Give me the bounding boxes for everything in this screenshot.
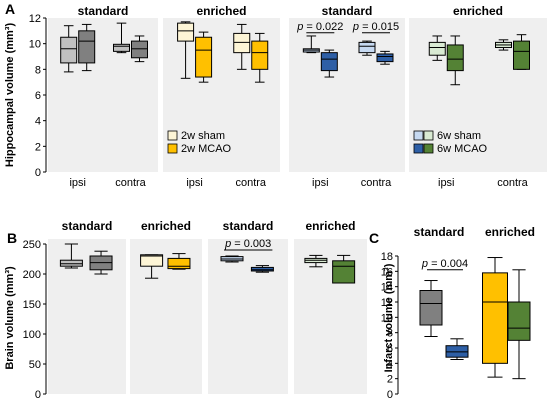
panel-b-y-tick-label: 50	[29, 359, 41, 371]
panel-b-p-symbol: p	[224, 238, 231, 250]
panel-c-p-symbol: p	[421, 258, 428, 270]
panel-b-title: standard	[62, 219, 113, 233]
panel-a-box-box	[446, 44, 464, 72]
panel-a-box-box	[320, 52, 338, 72]
panel-b-letter: B	[7, 230, 17, 246]
panel-c-y-tick-label: 14	[381, 282, 393, 294]
panel-c-y-tick-label: 10	[381, 312, 393, 324]
panel-a-y-tick-label: 12	[29, 13, 41, 25]
panel-a-box-box	[376, 53, 394, 63]
panel-a-legend-label: 6w MCAO	[437, 143, 488, 155]
panel-a-category-label: ipsi	[186, 177, 203, 189]
panel-a-box-box	[251, 40, 269, 70]
panel-c-y-tick-label: 2	[387, 374, 393, 386]
panel-b-p-text: = 0.003	[231, 238, 271, 250]
panel-b-p-value-label: p = 0.003	[224, 238, 271, 250]
panel-a-background	[289, 18, 405, 172]
panel-a-box-box	[131, 40, 148, 59]
panel-a-box-box	[428, 41, 446, 56]
panel-a-letter: A	[5, 1, 15, 17]
panel-a-p-symbol: p	[352, 21, 359, 33]
panel-c-y-tick-label: 12	[381, 297, 393, 309]
panel-a-legend-swatch	[423, 130, 434, 141]
panel-c-p-value-label: p = 0.004	[421, 258, 468, 270]
panel-a-box-box	[358, 41, 376, 54]
panel-b-background	[48, 239, 126, 394]
panel-a-legend-swatch	[167, 143, 178, 154]
panel-a-p-value-label: p = 0.015	[352, 21, 399, 33]
panel-a-legend-label: 6w sham	[437, 130, 481, 142]
panel-a-title: standard	[322, 4, 373, 18]
panel-b-y-tick-label: 150	[23, 299, 41, 311]
panel-a-p-text: = 0.022	[303, 21, 343, 33]
panel-a-legend-swatch	[167, 130, 178, 141]
panel-a-box-box	[113, 43, 130, 52]
panel-b-y-label: Brain volume (mm³)	[4, 266, 16, 370]
panel-a-title: standard	[78, 4, 129, 18]
panel-a-legend-swatch	[423, 143, 434, 154]
panel-b-y-tick-label: 0	[35, 389, 41, 401]
panel-a-category-label: ipsi	[438, 177, 455, 189]
panel-a-box-box	[233, 32, 251, 54]
panel-a-y-label: Hippocampal volume (mm³)	[4, 23, 16, 168]
panel-b-box-box	[332, 260, 356, 284]
panel-c-y-tick-label: 16	[381, 266, 393, 278]
panel-a-legend-swatch	[413, 143, 424, 154]
panel-b-title: enriched	[305, 219, 355, 233]
panel-a-category-label: ipsi	[312, 177, 329, 189]
panel-c-y-tick-label: 18	[381, 251, 393, 263]
panel-b-y-tick-label: 100	[23, 329, 41, 341]
panel-a-y-tick-label: 8	[35, 64, 41, 76]
panel-a-category-label: contra	[361, 177, 392, 189]
panel-a-legend-swatch	[413, 130, 424, 141]
panel-b-y-tick-label: 200	[23, 269, 41, 281]
panel-b-box-box	[250, 266, 274, 272]
panel-c-group-title: standard	[414, 225, 465, 239]
panel-c-group-title: enriched	[485, 225, 535, 239]
panel-a-p-symbol: p	[296, 21, 303, 33]
panel-a-y-tick-label: 10	[29, 39, 41, 51]
panel-a-title: enriched	[453, 4, 503, 18]
panel-a-category-label: ipsi	[69, 177, 86, 189]
panel-c-y-tick-label: 8	[387, 328, 393, 340]
panel-a-box-box	[78, 30, 96, 64]
panel-b-box-box	[140, 254, 164, 267]
panel-a-legend-label: 2w sham	[181, 130, 225, 142]
panel-a-y-tick-label: 0	[35, 167, 41, 179]
panel-a-legend-label: 2w MCAO	[181, 143, 232, 155]
panel-c-y-tick-label: 4	[387, 358, 393, 370]
panel-a-box-box	[195, 36, 213, 78]
panel-c-y-tick-label: 6	[387, 343, 393, 355]
panel-b-box-box	[167, 257, 191, 270]
panel-a-box-box	[513, 40, 530, 70]
panel-a-category-label: contra	[115, 177, 146, 189]
panel-c-box-box	[482, 272, 508, 364]
panel-a-box-box	[177, 22, 195, 42]
panel-c-p-text: = 0.004	[428, 258, 468, 270]
panel-a-y-tick-label: 6	[35, 90, 41, 102]
panel-a-category-label: contra	[497, 177, 528, 189]
panel-b-background	[208, 239, 288, 394]
panel-c-box-box	[507, 301, 531, 341]
panel-c-y-label: Infarct volume (mm³)	[383, 263, 395, 372]
panel-b-title: standard	[223, 219, 274, 233]
panel-b-y-tick-label: 250	[23, 239, 41, 251]
panel-a-p-text: = 0.015	[359, 21, 399, 33]
panel-a-box-box	[60, 36, 78, 64]
panel-b-box-box	[59, 259, 83, 267]
panel-a-p-value-label: p = 0.022	[296, 21, 343, 33]
panel-b-title: enriched	[141, 219, 191, 233]
panel-c-letter: C	[369, 230, 379, 246]
panel-a-y-tick-label: 2	[35, 141, 41, 153]
panel-a-title: enriched	[196, 4, 246, 18]
panel-a-y-tick-label: 4	[35, 116, 41, 128]
panel-c-box-box	[419, 290, 443, 326]
panel-c-y-tick-label: 0	[387, 389, 393, 401]
panel-a-category-label: contra	[235, 177, 266, 189]
